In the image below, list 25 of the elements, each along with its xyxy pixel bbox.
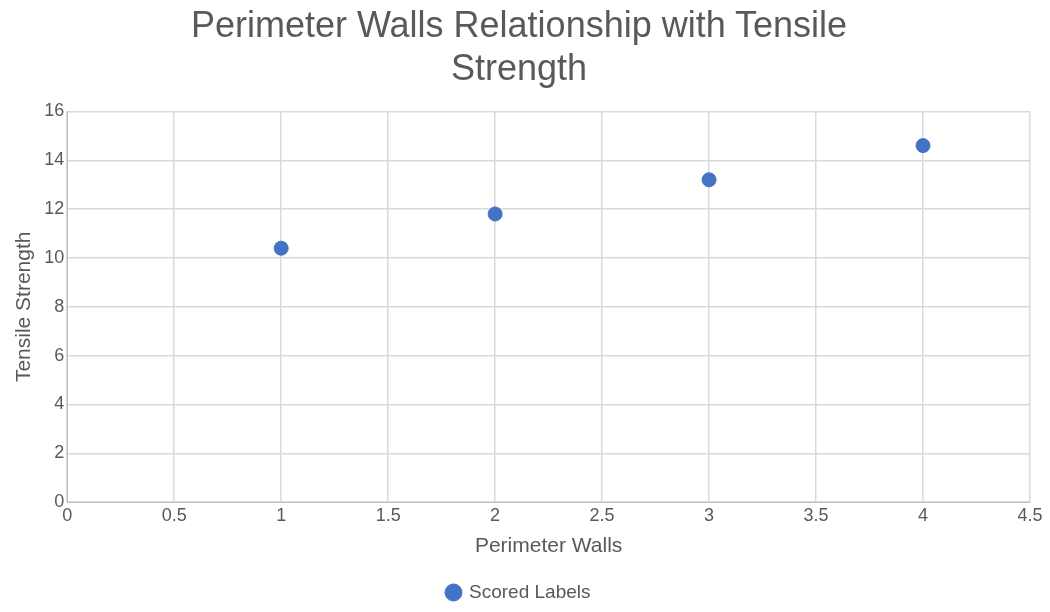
y-tick-label: 12 xyxy=(44,198,65,219)
y-axis-title: Tensile Strength xyxy=(11,231,35,383)
y-tick-label: 10 xyxy=(44,246,65,267)
x-tick-label: 1 xyxy=(276,504,287,525)
legend-label: Scored Labels xyxy=(469,580,591,602)
y-tick-label: 16 xyxy=(44,100,65,121)
x-tick-label: 3 xyxy=(704,504,715,525)
x-tick-label: 2 xyxy=(490,504,501,525)
x-tick-label: 2.5 xyxy=(589,504,615,525)
y-tick-label: 14 xyxy=(44,149,65,170)
chart-title: Perimeter Walls Relationship with Tensile Strength xyxy=(190,3,848,88)
x-tick-label: 4 xyxy=(918,504,929,525)
point xyxy=(915,138,931,154)
point xyxy=(487,206,503,222)
point xyxy=(701,172,717,188)
x-tick-label: 4.5 xyxy=(1017,504,1043,525)
y-tick-label: 6 xyxy=(54,344,65,365)
y-tick-label: 8 xyxy=(54,295,65,316)
x-tick-label: 3.5 xyxy=(803,504,829,525)
y-tick-label: 4 xyxy=(54,393,65,414)
x-axis-title: Perimeter Walls xyxy=(474,533,623,557)
y-tick-label: 2 xyxy=(54,442,65,463)
x-tick-label: 0.5 xyxy=(161,504,187,525)
point xyxy=(273,240,289,256)
x-tick-label: 1.5 xyxy=(375,504,401,525)
